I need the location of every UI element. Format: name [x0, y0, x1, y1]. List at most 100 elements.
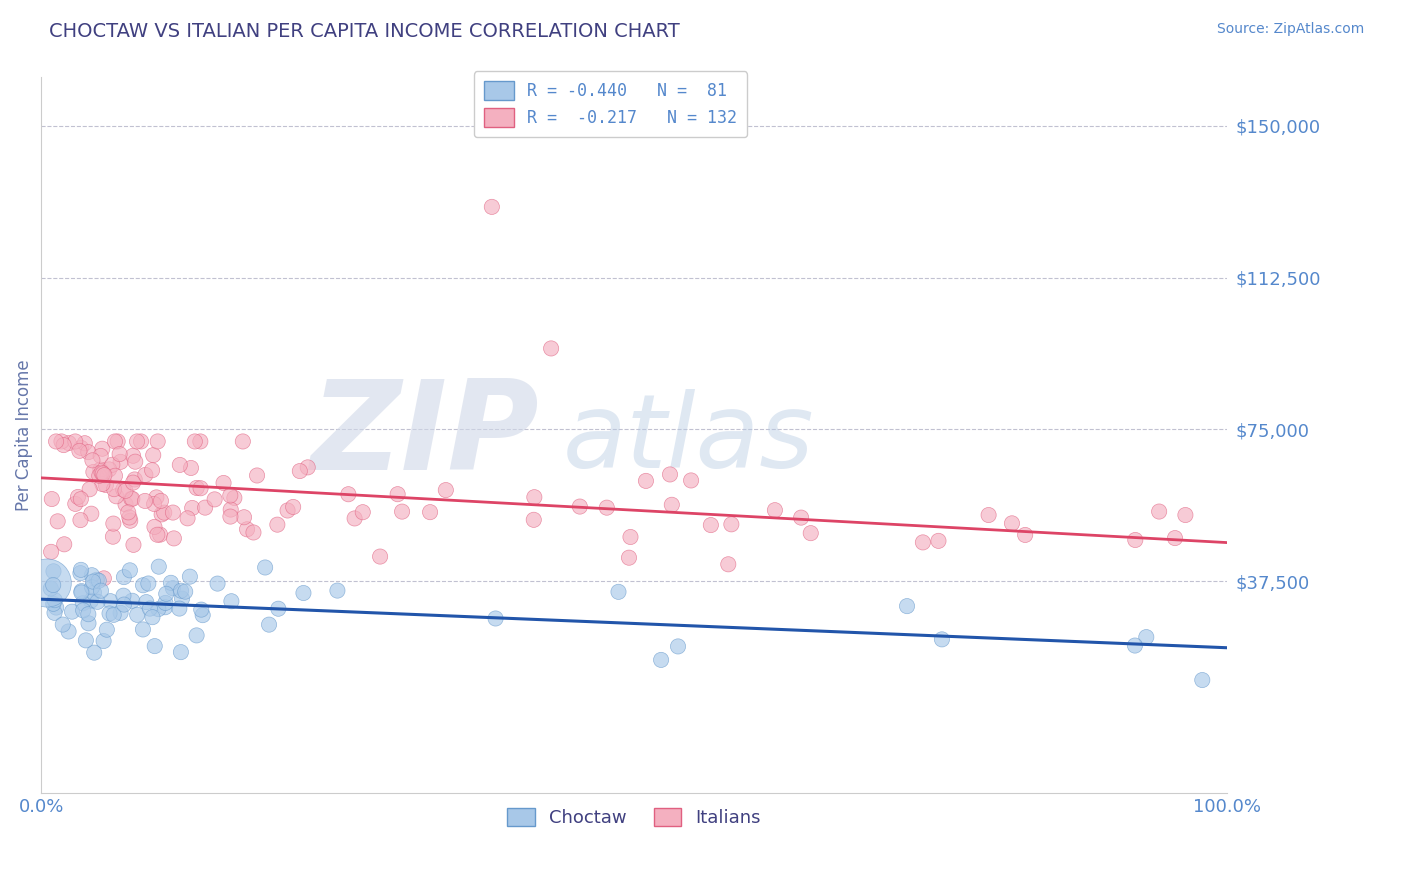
Point [112, 589, 135, 603]
Point [224, 491, 246, 505]
Point [83, 585, 105, 599]
Point [44, 606, 66, 620]
Point [143, 639, 166, 653]
Point [174, 584, 197, 599]
Point [292, 586, 315, 600]
Point [117, 505, 139, 519]
Point [212, 475, 235, 490]
Point [120, 514, 142, 528]
Point [387, 487, 409, 501]
Text: Source: ZipAtlas.com: Source: ZipAtlas.com [1216, 22, 1364, 37]
Point [122, 449, 145, 463]
Point [617, 550, 640, 565]
Point [233, 510, 256, 524]
Point [124, 473, 146, 487]
Point [125, 434, 148, 449]
Point [141, 610, 163, 624]
Point [181, 500, 204, 515]
Point [190, 481, 212, 495]
Point [169, 601, 191, 615]
Point [52, 438, 75, 452]
Point [118, 510, 141, 524]
Point [143, 520, 166, 534]
Point [80, 594, 103, 608]
Point [104, 434, 127, 449]
Point [100, 594, 122, 608]
Y-axis label: Per Capita Income: Per Capita Income [15, 359, 32, 511]
Point [1191, 673, 1213, 687]
Point [221, 594, 243, 608]
Point [120, 491, 142, 506]
Point [540, 342, 562, 356]
Text: atlas: atlas [562, 389, 814, 489]
Point [41, 491, 63, 506]
Point [121, 491, 143, 506]
Point [148, 602, 170, 616]
Point [343, 511, 366, 525]
Point [266, 517, 288, 532]
Point [60, 605, 83, 619]
Point [927, 533, 949, 548]
Point [523, 513, 546, 527]
Point [391, 505, 413, 519]
Point [45, 434, 67, 449]
Point [134, 494, 156, 508]
Point [66, 490, 89, 504]
Point [1123, 639, 1146, 653]
Point [98, 607, 121, 621]
Point [1014, 528, 1036, 542]
Point [107, 434, 129, 449]
Point [89, 468, 111, 483]
Point [83, 646, 105, 660]
Point [1001, 516, 1024, 531]
Point [720, 517, 742, 532]
Point [1174, 508, 1197, 522]
Point [58, 436, 80, 450]
Point [82, 465, 104, 479]
Point [160, 575, 183, 590]
Point [110, 455, 132, 469]
Point [288, 464, 311, 478]
Point [103, 482, 125, 496]
Point [169, 458, 191, 472]
Point [132, 578, 155, 592]
Point [1123, 533, 1146, 547]
Point [242, 525, 264, 540]
Point [104, 468, 127, 483]
Point [39, 582, 62, 596]
Point [72, 596, 94, 610]
Legend: Choctaw, Italians: Choctaw, Italians [501, 801, 768, 834]
Point [155, 596, 177, 610]
Point [42, 565, 65, 579]
Point [150, 508, 173, 522]
Point [69, 513, 91, 527]
Point [661, 498, 683, 512]
Point [114, 497, 136, 511]
Point [191, 608, 214, 623]
Point [70, 441, 93, 455]
Point [86, 573, 108, 587]
Point [170, 583, 193, 598]
Point [46, 514, 69, 528]
Point [607, 585, 630, 599]
Point [121, 594, 143, 608]
Point [484, 611, 506, 625]
Point [170, 645, 193, 659]
Point [135, 595, 157, 609]
Point [188, 434, 211, 449]
Point [58, 624, 80, 639]
Point [44, 593, 66, 607]
Point [80, 580, 103, 594]
Point [93, 468, 115, 483]
Point [101, 530, 124, 544]
Point [70, 563, 93, 577]
Point [70, 492, 93, 507]
Point [89, 463, 111, 477]
Point [141, 463, 163, 477]
Point [45, 600, 67, 615]
Point [896, 599, 918, 614]
Point [666, 640, 689, 654]
Point [67, 443, 90, 458]
Point [368, 549, 391, 564]
Point [93, 634, 115, 648]
